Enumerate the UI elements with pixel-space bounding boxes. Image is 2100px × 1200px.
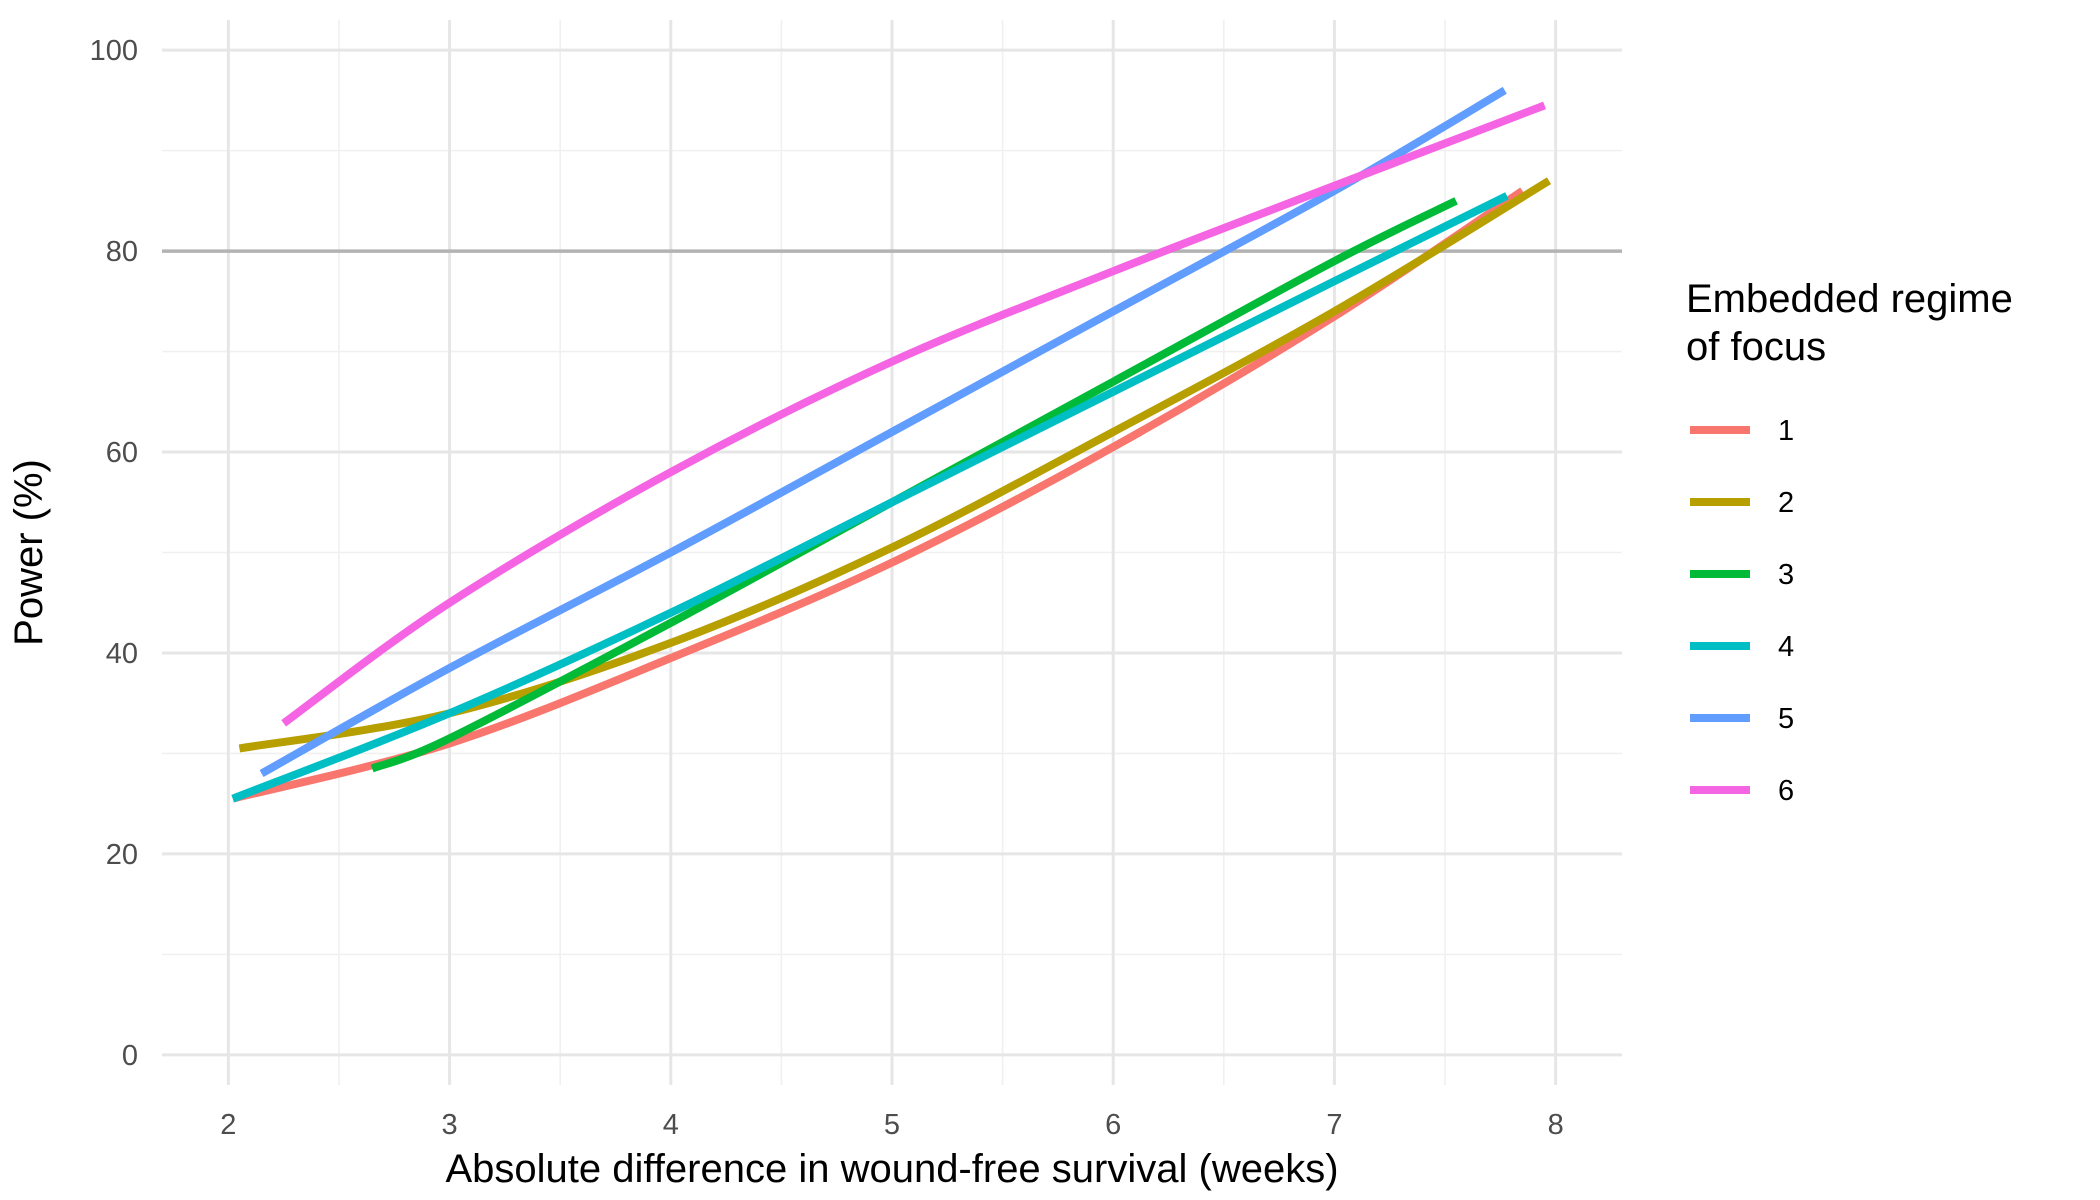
legend-item-1: 1 [1690, 415, 1794, 447]
x-tick-label: 5 [884, 1109, 900, 1141]
legend-label-1: 1 [1778, 415, 1794, 447]
legend-item-4: 4 [1690, 631, 1794, 663]
grid [162, 20, 1622, 1085]
series-line-5 [259, 86, 1507, 778]
x-axis-title: Absolute difference in wound-free surviv… [445, 1147, 1338, 1191]
legend-item-6: 6 [1690, 775, 1794, 807]
series-line-3 [370, 197, 1458, 773]
legend-label-6: 6 [1778, 775, 1794, 807]
legend-items: 1 2 3 4 5 6 [1690, 415, 1794, 807]
x-tick-label: 6 [1105, 1109, 1121, 1141]
legend-title-line-2: of focus [1686, 325, 1826, 369]
x-tick-label: 4 [663, 1109, 679, 1141]
legend: Embedded regime of focus 1 2 3 4 5 6 [1686, 277, 2013, 807]
legend-label-2: 2 [1778, 487, 1794, 519]
series-line-2 [238, 177, 1552, 753]
y-tick-label: 40 [106, 638, 138, 670]
legend-item-3: 3 [1690, 559, 1794, 591]
legend-label-3: 3 [1778, 559, 1794, 591]
x-tick-label: 2 [220, 1109, 236, 1141]
series-line-1 [231, 187, 1525, 803]
series-line-4 [231, 192, 1509, 803]
y-tick-label: 100 [90, 35, 138, 67]
legend-item-5: 5 [1690, 703, 1794, 735]
x-tick-label: 8 [1548, 1109, 1564, 1141]
x-tick-label: 3 [442, 1109, 458, 1141]
legend-title-line-1: Embedded regime [1686, 277, 2013, 321]
legend-label-4: 4 [1778, 631, 1794, 663]
y-tick-label: 0 [122, 1040, 138, 1072]
y-tick-label: 80 [106, 236, 138, 268]
y-tick-label: 60 [106, 437, 138, 469]
series-line-6 [281, 101, 1547, 727]
series-lines [231, 86, 1552, 803]
x-tick-label: 7 [1326, 1109, 1342, 1141]
legend-label-5: 5 [1778, 703, 1794, 735]
y-tick-label: 20 [106, 839, 138, 871]
legend-item-2: 2 [1690, 487, 1794, 519]
y-axis-title: Power (%) [7, 459, 51, 646]
y-axis-ticks: 0 20 40 60 80 100 [90, 35, 138, 1072]
x-axis-ticks: 2 3 4 5 6 7 8 [220, 1109, 1563, 1141]
